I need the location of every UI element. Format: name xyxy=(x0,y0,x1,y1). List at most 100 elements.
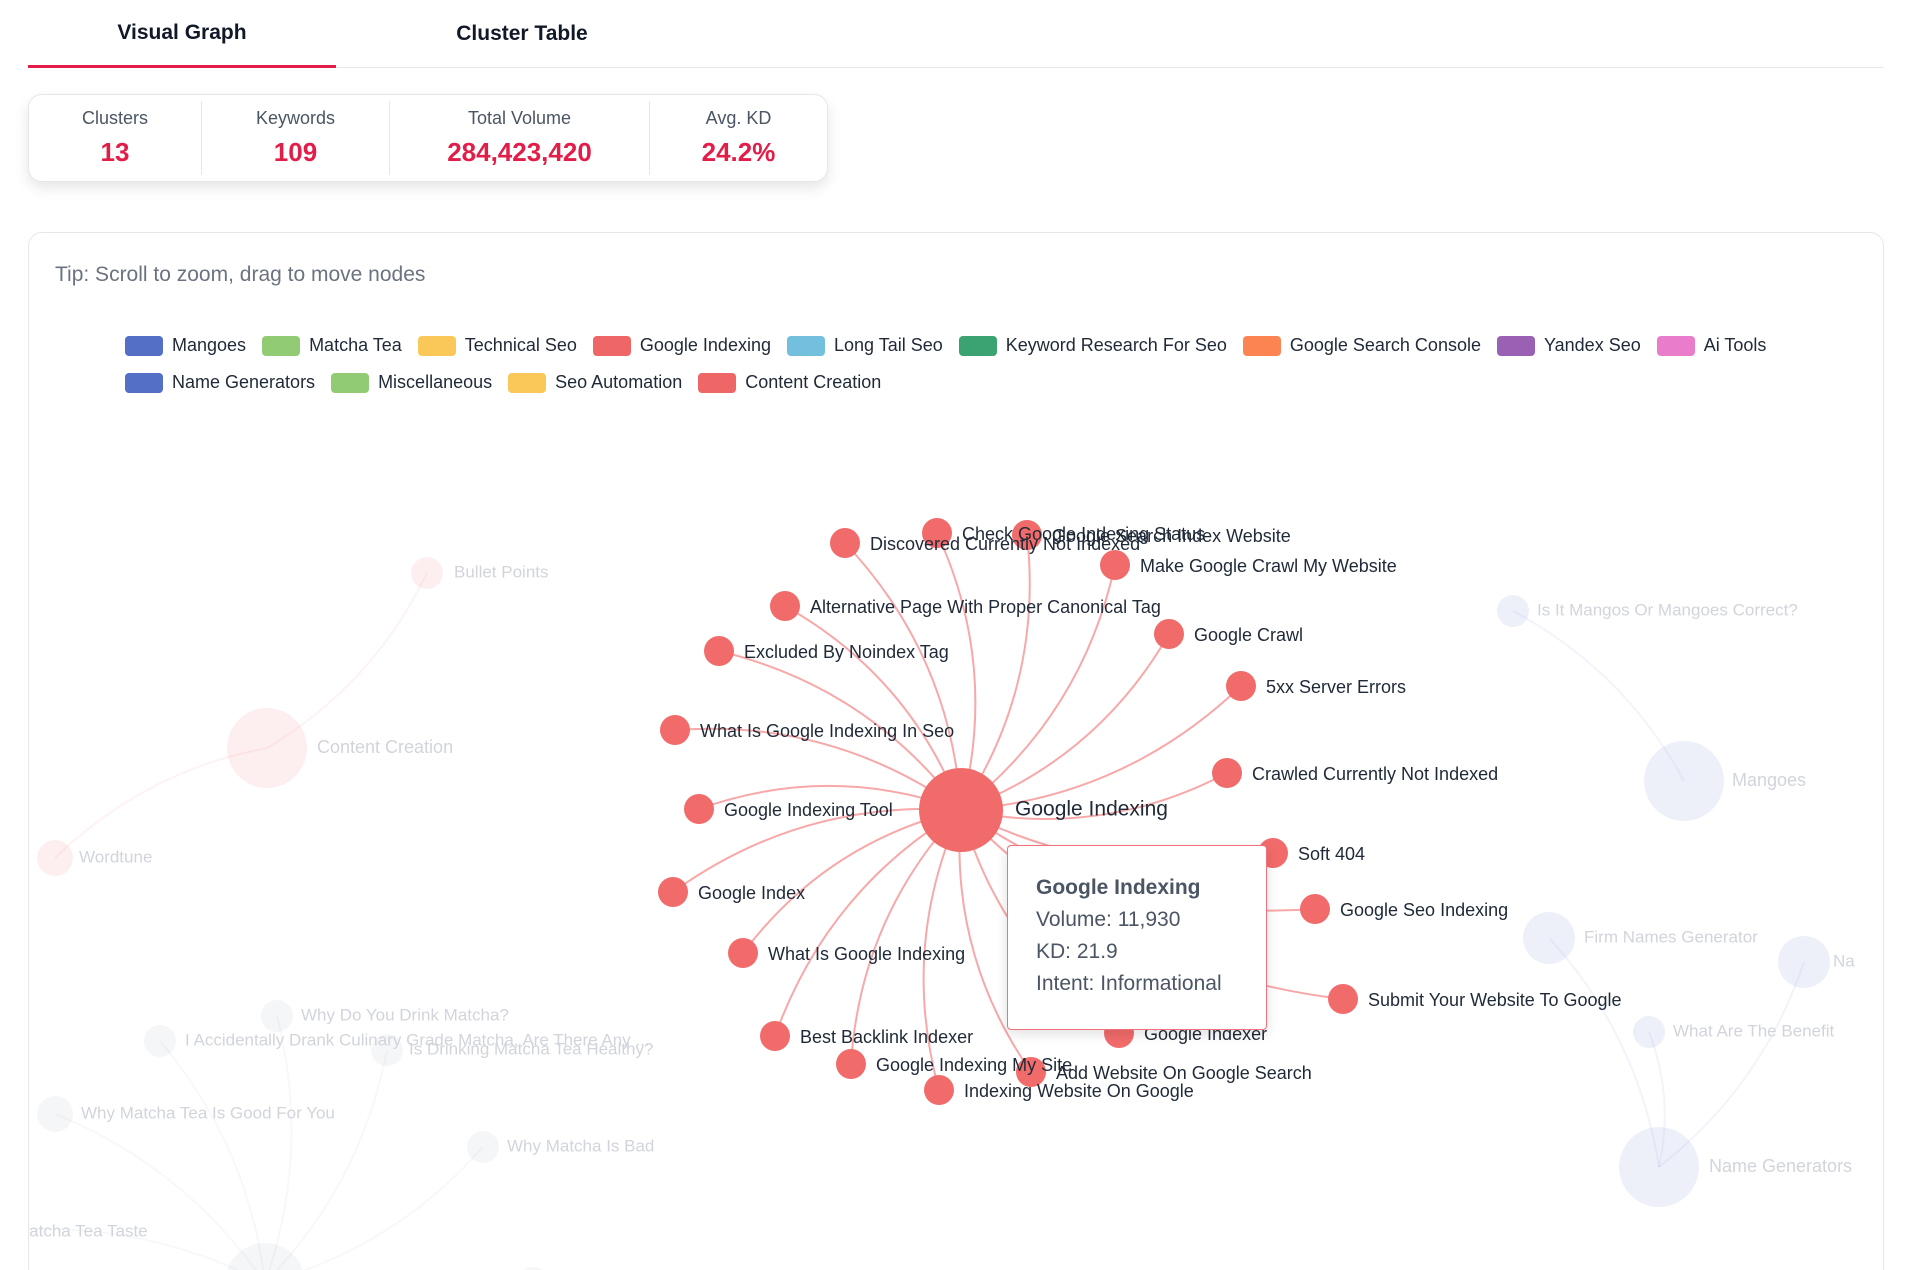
node-label: Check Google Indexing Status xyxy=(962,524,1205,544)
legend-item[interactable]: Miscellaneous xyxy=(331,372,492,393)
faded-keyword-node[interactable] xyxy=(37,840,73,876)
faded-keyword-node[interactable] xyxy=(144,1025,176,1057)
faded-keyword-node[interactable] xyxy=(467,1131,499,1163)
legend-item[interactable]: Matcha Tea xyxy=(262,335,402,356)
node-label: Make Google Crawl My Website xyxy=(1140,556,1397,576)
keyword-node[interactable] xyxy=(684,794,714,824)
legend-item[interactable]: Google Search Console xyxy=(1242,335,1481,356)
faded-keyword-node[interactable] xyxy=(1633,1016,1665,1048)
keyword-node[interactable] xyxy=(1100,550,1130,580)
legend-label: Yandex Seo xyxy=(1543,335,1641,355)
tooltip-volume: Volume: 11,930 xyxy=(1036,908,1181,931)
node-label: Name Generators xyxy=(1709,1156,1852,1176)
legend-label: Long Tail Seo xyxy=(833,335,943,355)
tab-cluster-table[interactable]: Cluster Table xyxy=(456,22,588,45)
keyword-node[interactable] xyxy=(922,518,952,548)
cluster-edge xyxy=(672,807,962,893)
node-label: Soft 404 xyxy=(1298,844,1365,864)
legend-item[interactable]: Yandex Seo xyxy=(1496,335,1641,356)
keyword-node[interactable] xyxy=(658,877,688,907)
view-tabs: Visual Graph Cluster Table xyxy=(28,0,1884,68)
graph-panel: Content Creation Bullet Points Wordtune Man… xyxy=(28,232,1884,1270)
tooltip-title: Google Indexing xyxy=(1036,876,1201,899)
node-label: Mangoes xyxy=(1732,770,1806,790)
legend-label: Google Search Console xyxy=(1289,335,1481,355)
legend-label: Seo Automation xyxy=(555,372,683,392)
node-label: Discovered Currently Not Indexed xyxy=(870,534,1140,554)
node-label: 5xx Server Errors xyxy=(1266,677,1406,697)
keyword-node[interactable] xyxy=(1226,671,1256,701)
faded-cluster-hub[interactable] xyxy=(225,1243,305,1270)
faded-cluster-hub[interactable] xyxy=(227,708,307,788)
cluster-edge xyxy=(960,534,1031,811)
faded-edge xyxy=(268,1015,293,1270)
node-label: Google Seo Indexing xyxy=(1340,900,1508,920)
node-label: Matcha Tea Taste xyxy=(29,1221,148,1240)
node-label: What Is Google Indexing xyxy=(768,944,965,964)
keyword-node[interactable] xyxy=(1016,1057,1046,1087)
stat-label: Avg. KD xyxy=(705,108,772,128)
faded-cluster-hub[interactable] xyxy=(1619,1127,1699,1207)
node-label: Best Backlink Indexer xyxy=(800,1027,973,1047)
keyword-node[interactable] xyxy=(830,528,860,558)
keyword-node[interactable] xyxy=(1154,619,1184,649)
faded-keyword-node[interactable] xyxy=(517,1267,549,1270)
keyword-node[interactable] xyxy=(1212,758,1242,788)
stat-clusters: Clusters 13 xyxy=(29,101,201,175)
stat-keywords: Keywords 109 xyxy=(201,101,389,175)
legend-item[interactable]: Name Generators xyxy=(125,372,315,393)
stat-label: Total Volume xyxy=(467,108,572,128)
node-label: Why Matcha Tea Is Good For You xyxy=(81,1103,335,1122)
legend-label: Keyword Research For Seo xyxy=(1005,335,1227,355)
keyword-node[interactable] xyxy=(660,715,690,745)
legend-item[interactable]: Ai Tools xyxy=(1656,335,1766,356)
keyword-node[interactable] xyxy=(760,1021,790,1051)
cluster-hub-node[interactable] xyxy=(919,768,1003,852)
keyword-node[interactable] xyxy=(924,1075,954,1105)
graph-nodes xyxy=(37,518,1830,1270)
faded-keyword-node[interactable] xyxy=(1523,912,1575,964)
node-label: Is Drinking Matcha Tea Healthy? xyxy=(409,1039,653,1058)
node-label: Google Indexing My Site xyxy=(876,1055,1072,1075)
legend-item[interactable]: Mangoes xyxy=(125,335,246,356)
keyword-node[interactable] xyxy=(1328,984,1358,1014)
faded-cluster-hub[interactable] xyxy=(1644,741,1724,821)
legend-swatch xyxy=(262,335,301,356)
node-label: Google Indexing Tool xyxy=(724,800,893,820)
legend-swatch xyxy=(958,335,997,356)
node-label: Google Crawl xyxy=(1194,625,1303,645)
node-label: Why Do You Drink Matcha? xyxy=(301,1005,509,1024)
faded-edge xyxy=(54,1113,257,1270)
legend-item[interactable]: Technical Seo xyxy=(417,335,577,356)
keyword-node[interactable] xyxy=(1012,520,1042,550)
keyword-node[interactable] xyxy=(836,1049,866,1079)
faded-keyword-node[interactable] xyxy=(37,1096,73,1132)
keyword-node[interactable] xyxy=(728,938,758,968)
faded-keyword-node[interactable] xyxy=(261,1000,293,1032)
faded-keyword-node[interactable] xyxy=(1778,936,1830,988)
faded-edge xyxy=(1648,1031,1666,1168)
legend-item[interactable]: Keyword Research For Seo xyxy=(958,335,1227,356)
legend-item[interactable]: Long Tail Seo xyxy=(786,335,943,356)
legend-label: Google Indexing xyxy=(639,335,771,355)
legend-swatch xyxy=(125,335,163,356)
faded-keyword-node[interactable] xyxy=(1497,595,1529,627)
legend-swatch xyxy=(331,372,370,393)
stat-avg-kd: Avg. KD 24.2% xyxy=(649,101,827,175)
keyword-node[interactable] xyxy=(1300,894,1330,924)
keyword-node[interactable] xyxy=(770,591,800,621)
tab-visual-graph[interactable]: Visual Graph xyxy=(28,0,336,68)
faded-edge xyxy=(29,1227,241,1270)
faded-keyword-node[interactable] xyxy=(411,557,443,589)
legend-row: Mangoes Matcha Tea Technical Seo Google Ind… xyxy=(125,335,1865,356)
legend-item[interactable]: Google Indexing xyxy=(592,335,771,356)
faded-edge xyxy=(1548,937,1660,1168)
legend-item[interactable]: Content Creation xyxy=(698,372,881,393)
keyword-node[interactable] xyxy=(704,636,734,666)
faded-edge xyxy=(275,1049,388,1270)
node-label: Submit Your Website To Google xyxy=(1368,990,1622,1010)
stat-value: 284,423,420 xyxy=(447,137,592,167)
legend-item[interactable]: Seo Automation xyxy=(508,372,682,393)
node-label: Add Website On Google Search xyxy=(1056,1063,1312,1083)
faded-keyword-node[interactable] xyxy=(371,1034,403,1066)
